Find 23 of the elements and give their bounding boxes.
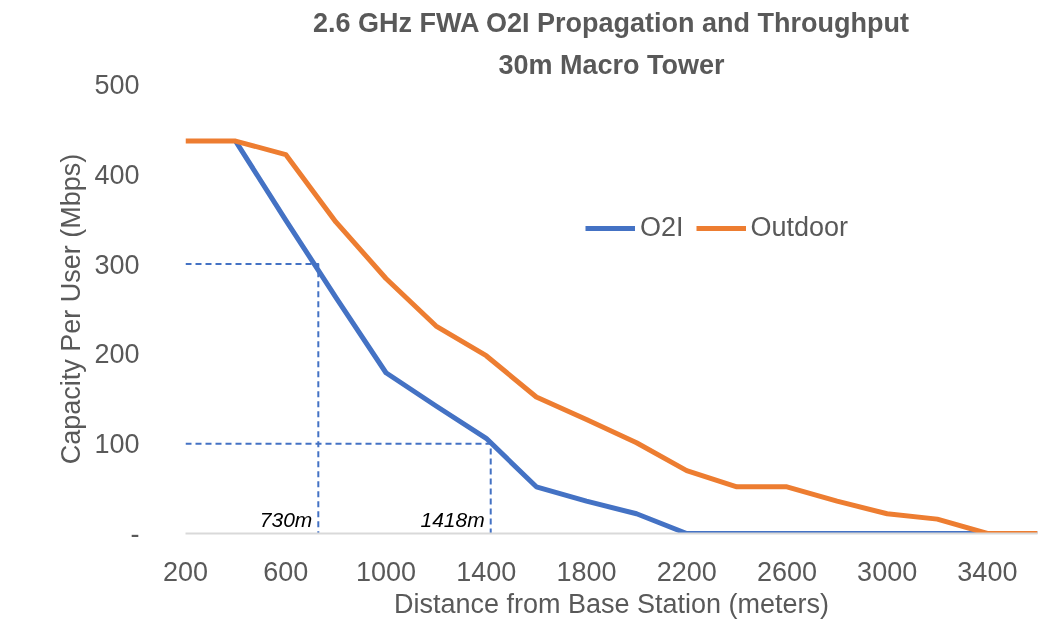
legend-label: O2I (640, 212, 684, 243)
x-tick-label: 200 (162, 556, 209, 587)
x-tick-label: 3000 (857, 556, 918, 587)
x-tick-label: 1400 (456, 556, 517, 587)
legend-label: Outdoor (750, 212, 849, 243)
annotation: 730m (259, 507, 313, 531)
y-tick-label: 500 (94, 70, 140, 100)
x-tick-label: 1000 (355, 556, 417, 587)
x-tick-label: 2600 (756, 556, 817, 587)
x-tick-label: 1800 (556, 556, 617, 587)
y-axis-title: Capacity Per User (Mbps) (56, 153, 87, 465)
x-tick-label: 3400 (957, 556, 1018, 587)
annotation: 1418m (420, 507, 485, 531)
y-tick-label: - (130, 519, 140, 549)
y-tick-label: 400 (94, 159, 140, 190)
y-tick-label: 200 (94, 339, 140, 370)
x-tick-label: 2200 (656, 556, 717, 587)
chart-title: 2.6 GHz FWA O2I Propagation and Throughput (313, 7, 909, 38)
chart-subtitle: 30m Macro Tower (498, 49, 726, 80)
x-tick-label: 600 (263, 556, 309, 587)
y-tick-label: 300 (94, 249, 140, 280)
y-tick-label: 100 (94, 429, 140, 460)
x-axis-title: Distance from Base Station (meters) (393, 588, 830, 619)
